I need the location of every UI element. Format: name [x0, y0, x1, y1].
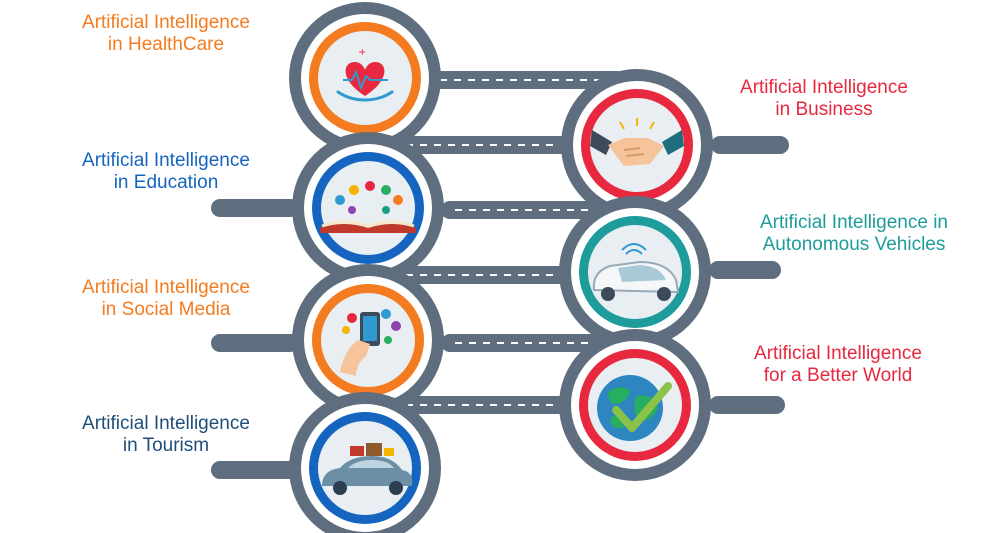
svg-text:+: + — [358, 47, 366, 58]
heart-care-icon: + — [336, 47, 394, 102]
label-better-world-line2: for a Better World — [763, 365, 913, 386]
label-business-line1: Artificial Intelligence — [740, 77, 908, 98]
label-social-media: Artificial Intelligence in Social Media — [48, 277, 284, 321]
label-autonomous-line2: Autonomous Vehicles — [762, 234, 946, 255]
globe-check-icon — [597, 375, 672, 441]
node-autonomous-vehicles — [559, 196, 711, 348]
label-healthcare: Artificial Intelligence in HealthCare — [48, 12, 284, 56]
node-better-world — [559, 329, 711, 481]
label-education-line1: Artificial Intelligence — [82, 150, 250, 171]
label-autonomous-line1: Artificial Intelligence in — [760, 212, 948, 233]
road-dashes — [388, 79, 612, 406]
label-business-line2: in Business — [775, 99, 873, 120]
label-better-world-line1: Artificial Intelligence — [754, 343, 922, 364]
label-better-world: Artificial Intelligence for a Better Wor… — [716, 343, 960, 387]
node-social-media — [292, 264, 444, 416]
label-social-media-line1: Artificial Intelligence — [82, 277, 250, 298]
open-book-icon — [320, 181, 416, 233]
node-healthcare: + — [289, 2, 441, 154]
label-social-media-line2: in Social Media — [101, 299, 231, 320]
label-healthcare-line2: in HealthCare — [107, 34, 225, 55]
label-education-line2: in Education — [113, 172, 219, 193]
label-autonomous-vehicles: Artificial Intelligence in Autonomous Ve… — [724, 212, 984, 256]
label-tourism-line2: in Tourism — [122, 435, 210, 456]
label-tourism-line1: Artificial Intelligence — [82, 413, 250, 434]
handshake-icon — [590, 118, 684, 166]
label-healthcare-line1: Artificial Intelligence — [82, 12, 250, 33]
label-education: Artificial Intelligence in Education — [48, 150, 284, 194]
node-business — [561, 69, 713, 221]
label-business: Artificial Intelligence in Business — [706, 77, 942, 121]
autonomous-car-icon — [592, 243, 680, 301]
car-luggage-icon — [322, 443, 413, 495]
node-education — [292, 132, 444, 284]
node-tourism — [289, 392, 441, 533]
social-media-phone-icon — [340, 309, 401, 376]
label-tourism: Artificial Intelligence in Tourism — [48, 413, 284, 457]
